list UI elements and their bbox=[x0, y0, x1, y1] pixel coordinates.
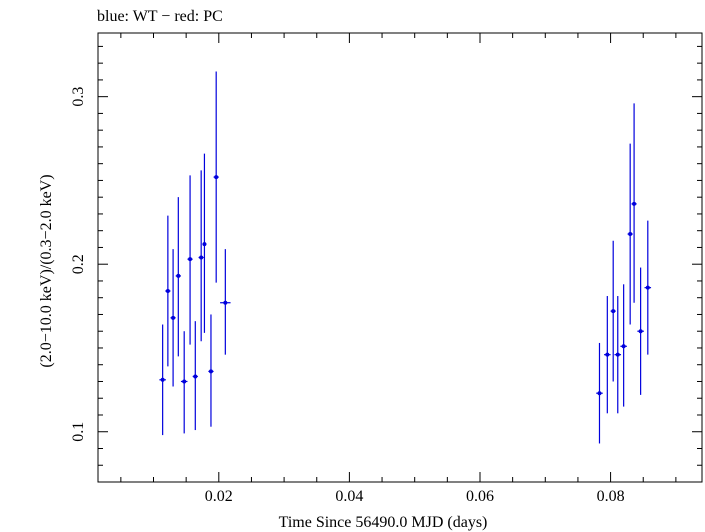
data-point-14 bbox=[610, 240, 616, 382]
point-marker bbox=[628, 232, 633, 237]
data-point-12 bbox=[596, 342, 603, 444]
x-tick-label-3: 0.08 bbox=[597, 488, 625, 505]
data-point-17 bbox=[627, 143, 633, 325]
point-marker bbox=[160, 377, 165, 382]
x-axis-label: Time Since 56490.0 MJD (days) bbox=[279, 514, 488, 531]
point-marker bbox=[615, 352, 620, 357]
plot-frame bbox=[97, 32, 703, 483]
point-marker bbox=[176, 273, 181, 278]
point-marker bbox=[597, 391, 602, 396]
data-point-10 bbox=[213, 71, 219, 283]
data-point-3 bbox=[175, 197, 181, 357]
data-point-9 bbox=[208, 314, 214, 427]
point-marker bbox=[214, 175, 219, 180]
data-point-19 bbox=[637, 267, 644, 395]
data-point-20 bbox=[644, 220, 652, 355]
point-marker bbox=[611, 309, 616, 314]
data-point-8 bbox=[202, 153, 207, 333]
data-point-4 bbox=[180, 331, 188, 434]
point-marker bbox=[638, 329, 643, 334]
chart-title: blue: WT − red: PC bbox=[97, 8, 223, 25]
point-marker bbox=[171, 315, 176, 320]
data-point-16 bbox=[620, 284, 627, 407]
data-point-13 bbox=[604, 296, 611, 414]
point-marker bbox=[188, 257, 193, 262]
x-tick-label-2: 0.06 bbox=[466, 488, 494, 505]
point-marker bbox=[165, 289, 170, 294]
data-point-2 bbox=[170, 249, 176, 387]
y-tick-label-0: 0.1 bbox=[70, 422, 87, 442]
data-point-18 bbox=[631, 103, 637, 303]
point-marker bbox=[208, 369, 213, 374]
y-axis-label: (2.0−10.0 keV)/(0.3−2.0 keV) bbox=[38, 174, 55, 367]
data-point-11 bbox=[220, 249, 231, 355]
y-axis: 0.1 0.2 0.3 bbox=[70, 45, 702, 466]
point-marker bbox=[632, 201, 637, 206]
point-marker bbox=[621, 344, 626, 349]
x-tick-label-1: 0.04 bbox=[335, 488, 363, 505]
data-point-0 bbox=[159, 324, 166, 436]
x-tick-label-0: 0.02 bbox=[205, 488, 233, 505]
data-series bbox=[159, 71, 652, 444]
data-point-7 bbox=[198, 170, 204, 342]
data-point-5 bbox=[187, 175, 193, 345]
y-tick-label-2: 0.3 bbox=[70, 87, 87, 107]
point-marker bbox=[199, 255, 204, 260]
point-marker bbox=[202, 242, 207, 247]
y-tick-label-1: 0.2 bbox=[70, 254, 87, 274]
point-marker bbox=[645, 285, 650, 290]
x-axis: 0.02 0.04 0.06 0.08 bbox=[120, 33, 677, 505]
data-point-1 bbox=[165, 215, 171, 367]
point-marker bbox=[182, 379, 187, 384]
data-point-15 bbox=[614, 296, 622, 414]
data-point-6 bbox=[192, 321, 198, 431]
point-marker bbox=[193, 374, 198, 379]
point-marker bbox=[223, 300, 228, 305]
point-marker bbox=[605, 352, 610, 357]
